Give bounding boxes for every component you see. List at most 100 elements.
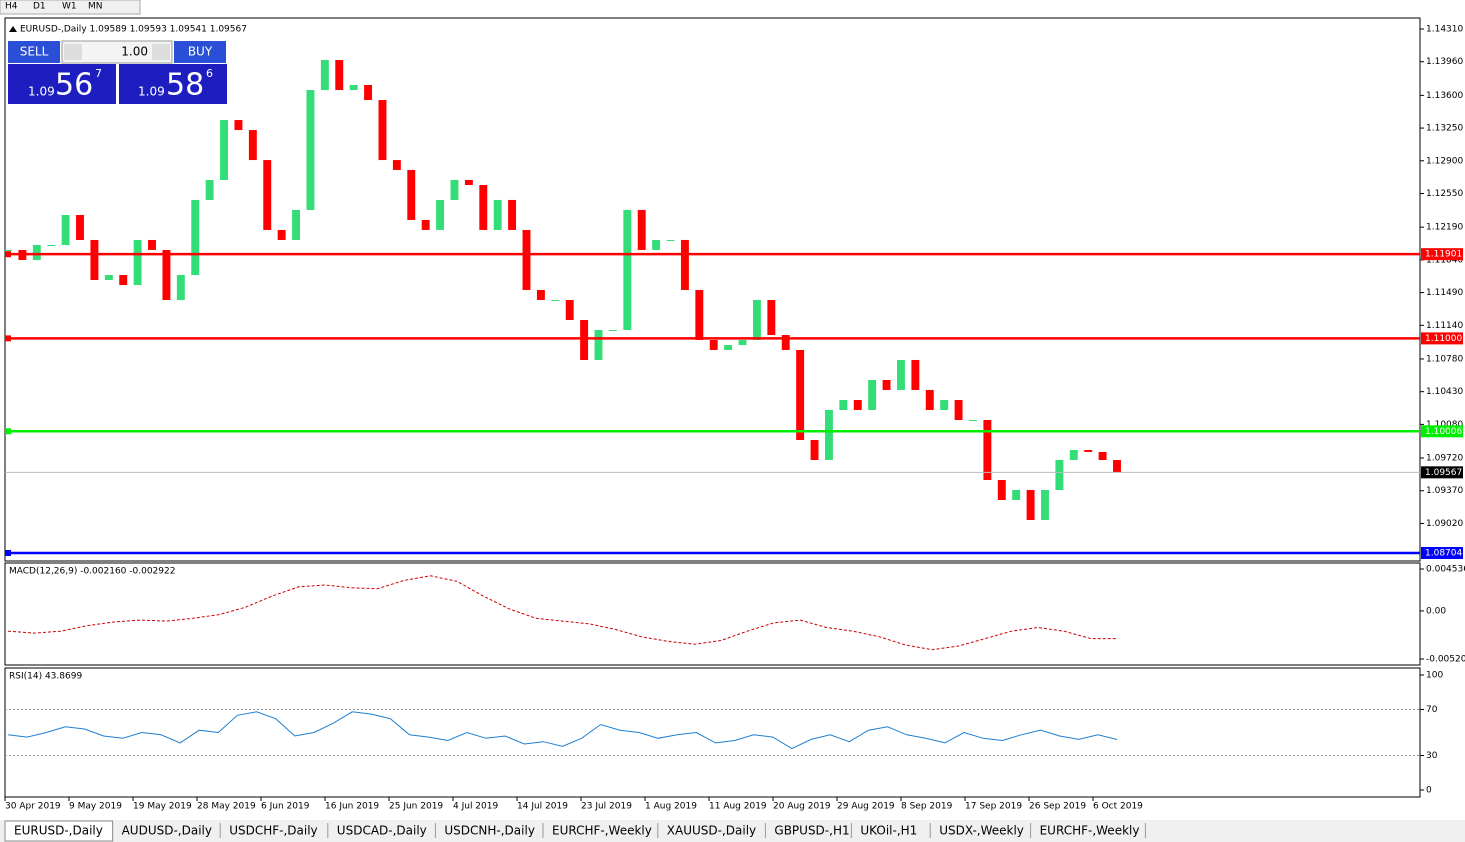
y-tick-label: 100	[1426, 671, 1443, 681]
symbol-tab[interactable]: EURCHF-,Weekly	[1040, 824, 1140, 838]
x-tick-label: 11 Aug 2019	[709, 802, 767, 812]
y-tick-label: 1.09020	[1426, 519, 1463, 529]
y-tick-label: 0.004536	[1426, 565, 1465, 575]
level-handle[interactable]	[5, 335, 11, 342]
collapse-icon[interactable]	[9, 26, 17, 32]
candle-body	[1069, 449, 1078, 460]
y-tick-label: 1.10080	[1426, 420, 1463, 430]
level-handle[interactable]	[5, 251, 11, 258]
timeframe-button[interactable]: MN	[88, 2, 103, 12]
candle-body	[364, 84, 373, 101]
ask-small: 6	[206, 67, 213, 80]
current-price-label: 1.09567	[1425, 468, 1462, 478]
candle-body	[1055, 459, 1064, 491]
rsi-label: RSI(14) 43.8699	[9, 672, 82, 682]
candle-body	[306, 90, 315, 210]
candle-body	[349, 84, 358, 91]
symbol-tab[interactable]: XAUUSD-,Daily	[667, 824, 756, 838]
symbol-tab[interactable]: EURCHF-,Weekly	[552, 824, 652, 838]
candle-body	[320, 60, 329, 91]
candle-body	[1012, 490, 1021, 501]
candle-body	[594, 329, 603, 360]
level-handle[interactable]	[5, 550, 11, 556]
toolbar	[0, 0, 141, 15]
y-tick-label: 1.11840	[1426, 255, 1463, 265]
sell-button[interactable]	[8, 41, 60, 63]
y-tick-label: 30	[1426, 751, 1438, 761]
candle-body	[508, 199, 517, 230]
lot-up[interactable]	[152, 44, 170, 60]
y-tick-label: 1.12900	[1426, 156, 1463, 166]
symbol-tab[interactable]: USDCHF-,Daily	[229, 824, 317, 838]
candle-body	[90, 239, 99, 280]
lot-value: 1.00	[121, 45, 148, 59]
candle-body	[897, 359, 905, 390]
level-tag	[1421, 248, 1463, 261]
candle-body	[839, 399, 848, 410]
candle-body	[695, 289, 704, 340]
symbol-tab[interactable]: GBPUSD-,H1	[774, 824, 849, 838]
candle-body	[969, 419, 977, 421]
candle-body	[133, 239, 142, 286]
x-tick-label: 26 Sep 2019	[1029, 802, 1086, 812]
candle-body	[868, 379, 877, 410]
y-tick-label: 1.12550	[1426, 189, 1463, 199]
candle-body	[47, 245, 56, 247]
level-tag	[1421, 332, 1463, 345]
candle-body	[997, 479, 1006, 501]
candle-body	[335, 60, 344, 91]
candle-body	[940, 399, 949, 410]
level-tag	[1421, 425, 1463, 438]
candle-body	[925, 389, 934, 410]
candle-body	[608, 329, 617, 331]
y-tick-label: 0.00	[1426, 606, 1446, 616]
sell-label: SELL	[20, 45, 49, 59]
candle-body	[176, 275, 185, 300]
ask-box[interactable]	[119, 64, 227, 104]
candle-body	[824, 409, 833, 460]
candle-body	[421, 219, 430, 230]
candle-body	[248, 130, 257, 161]
symbol-tab[interactable]: EURUSD-,Daily	[14, 824, 103, 838]
x-tick-label: 17 Sep 2019	[965, 802, 1022, 812]
level-tag	[1421, 547, 1463, 559]
level-label: 1.11000	[1425, 334, 1462, 344]
bid-big: 56	[55, 68, 93, 103]
y-tick-label: 1.12190	[1426, 223, 1463, 233]
symbol-tab[interactable]: UKOil-,H1	[860, 824, 917, 838]
timeframe-button[interactable]: W1	[62, 2, 77, 12]
symbol-tab[interactable]: USDX-,Weekly	[939, 824, 1024, 838]
y-tick-label: 0	[1426, 786, 1432, 796]
lot-down[interactable]	[64, 44, 82, 60]
candle-body	[76, 215, 84, 240]
timeframe-button[interactable]: H4	[5, 2, 18, 12]
timeframe-button[interactable]: D1	[33, 2, 46, 12]
candle-body	[709, 339, 718, 350]
bid-prefix: 1.09	[28, 85, 55, 99]
ask-prefix: 1.09	[138, 85, 165, 99]
symbol-tab[interactable]: USDCNH-,Daily	[444, 824, 535, 838]
candle-body	[148, 239, 156, 250]
level-label: 1.11901	[1425, 250, 1462, 260]
symbol-tab[interactable]: USDCAD-,Daily	[337, 824, 427, 838]
x-tick-label: 28 May 2019	[197, 802, 256, 812]
main-panel	[4, 17, 1421, 562]
candle-body	[392, 160, 401, 170]
candle-body	[551, 299, 560, 301]
level-handle[interactable]	[5, 428, 11, 435]
buy-button[interactable]	[174, 41, 226, 63]
candle-body	[205, 179, 214, 200]
y-tick-label: 1.10430	[1426, 387, 1463, 397]
candle-body	[738, 339, 747, 346]
macd-line	[7, 575, 1117, 651]
x-tick-label: 9 May 2019	[69, 802, 122, 812]
level-label: 1.08704	[1425, 549, 1462, 559]
candle-body	[104, 275, 113, 280]
lot-input[interactable]	[61, 40, 173, 64]
candle-body	[61, 215, 70, 246]
level-label: 1.10006	[1425, 427, 1462, 437]
symbol-tab[interactable]: AUDUSD-,Daily	[122, 824, 212, 838]
bid-box[interactable]	[8, 64, 116, 104]
candle-body	[162, 249, 171, 300]
